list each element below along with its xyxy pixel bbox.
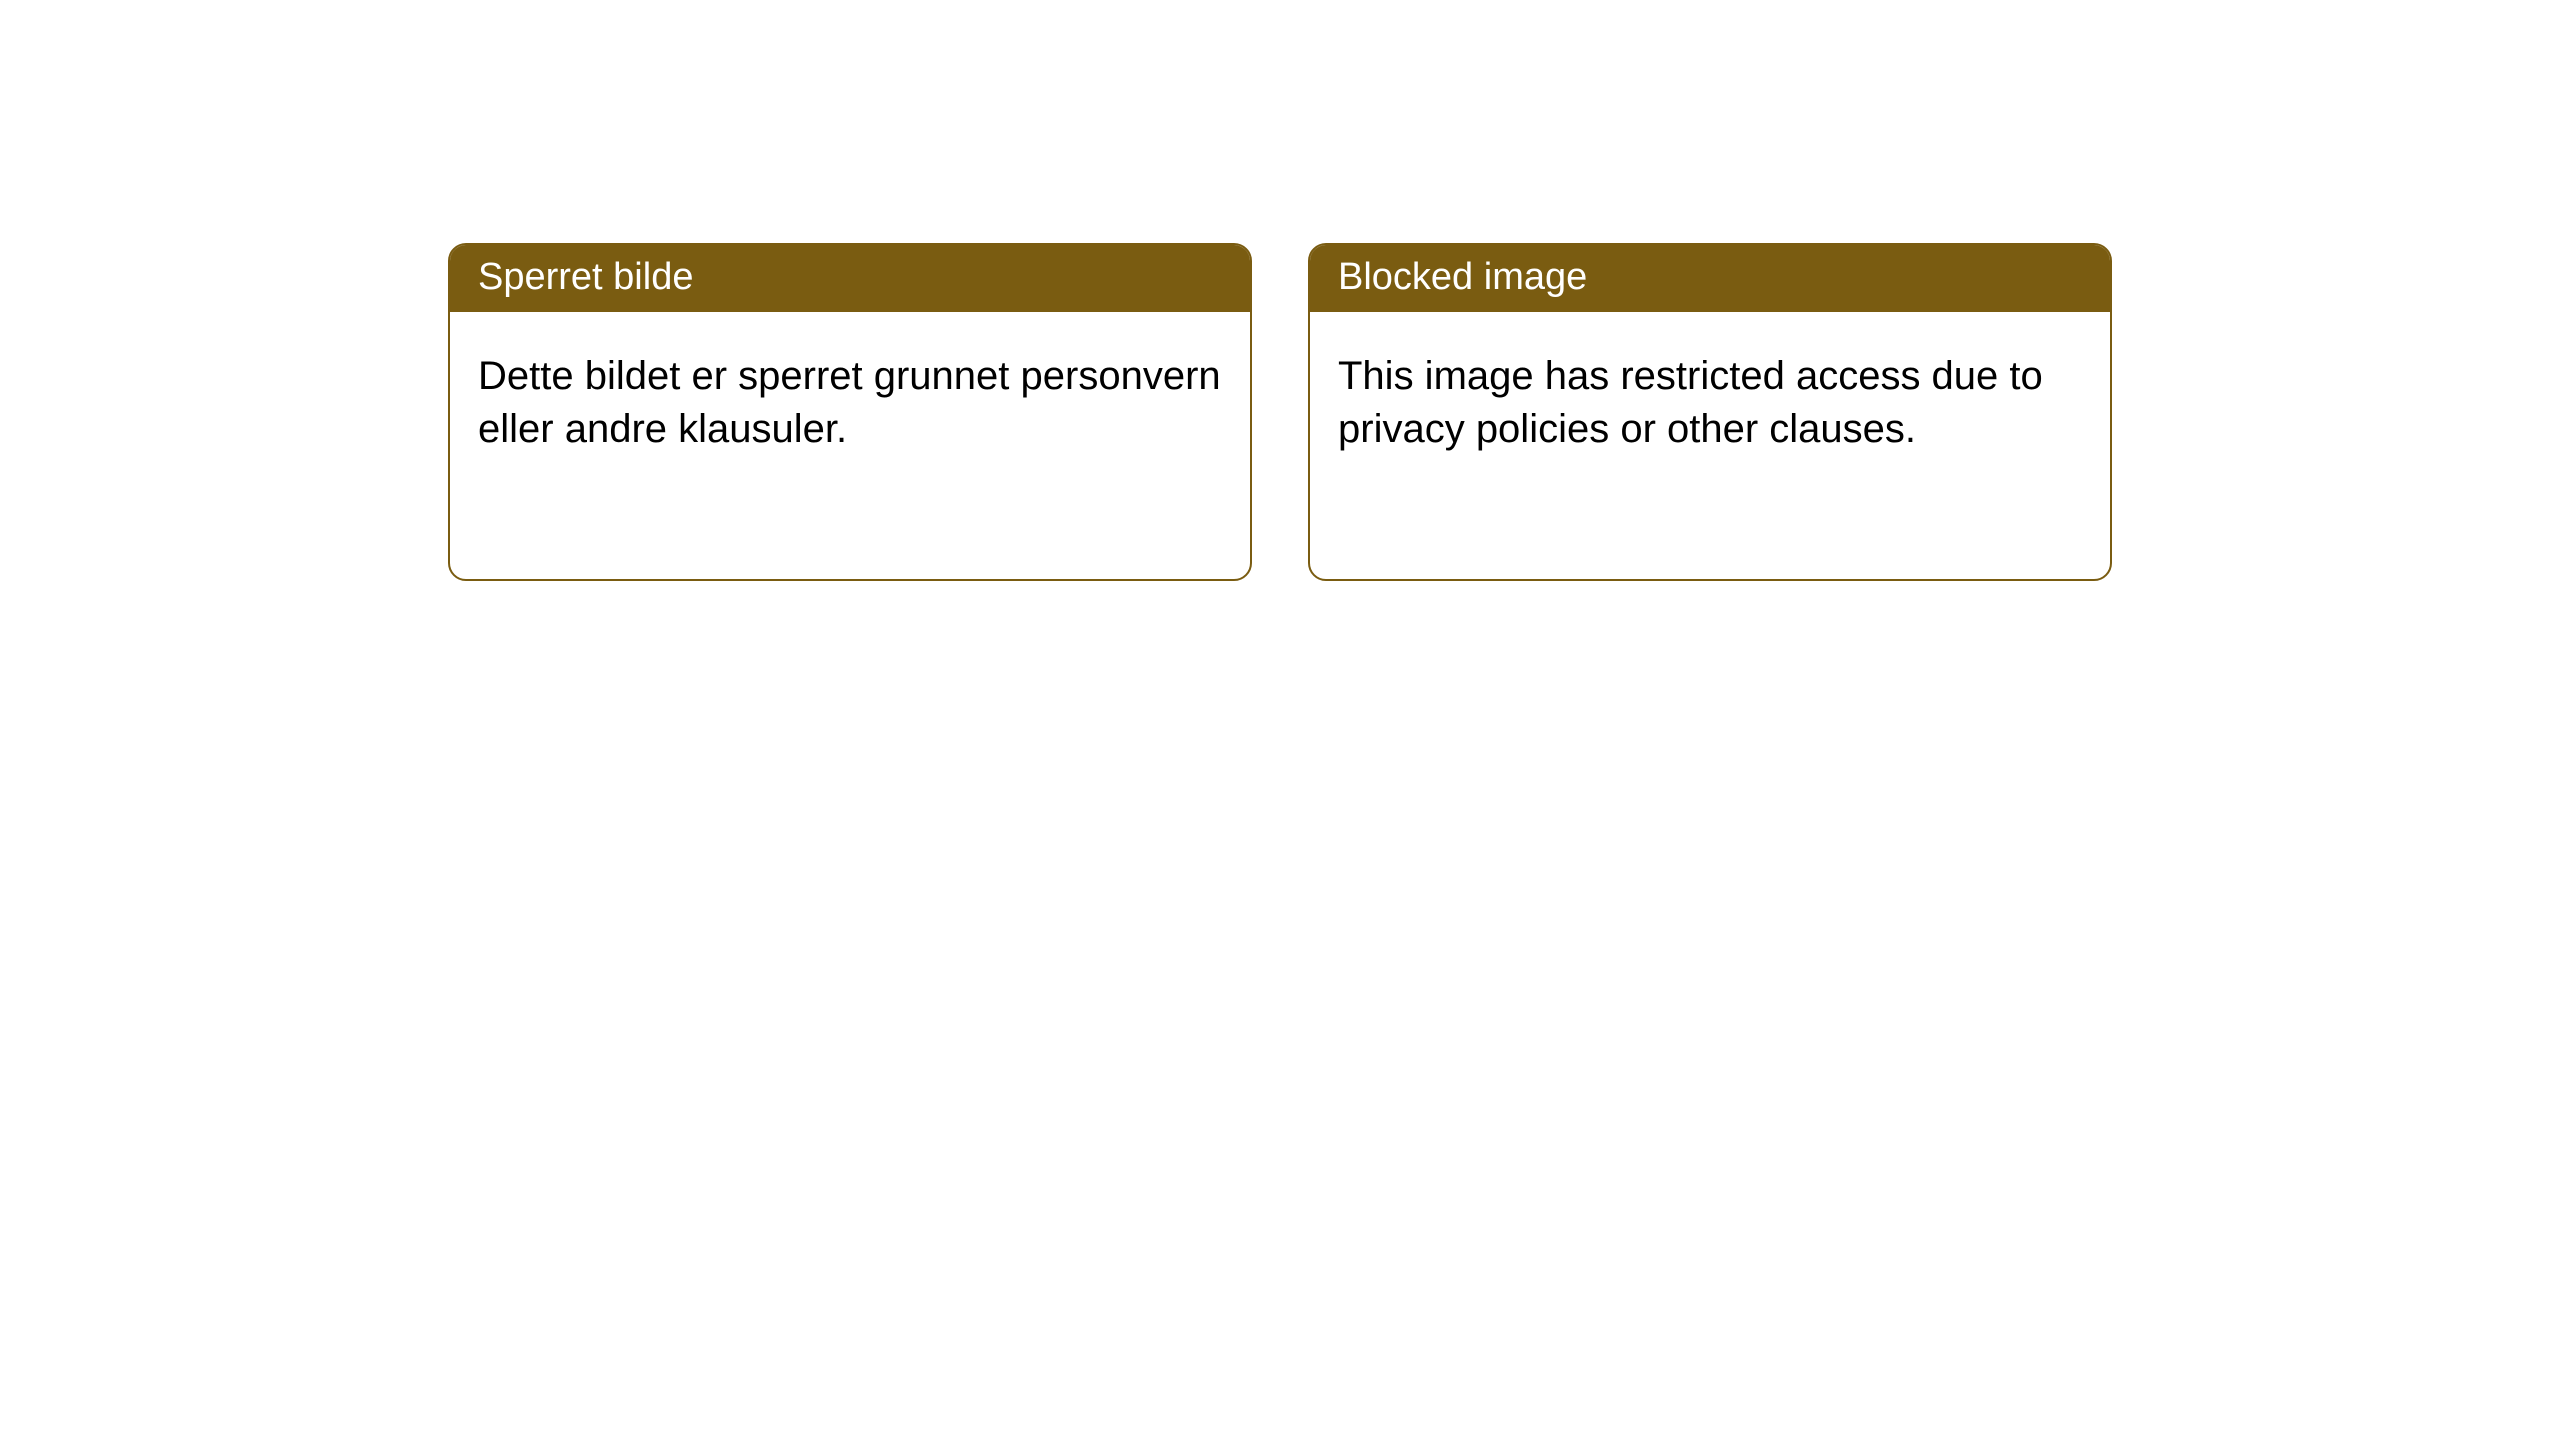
card-body: Dette bildet er sperret grunnet personve… [450, 312, 1250, 484]
notice-container: Sperret bilde Dette bildet er sperret gr… [0, 0, 2560, 581]
card-body: This image has restricted access due to … [1310, 312, 2110, 484]
blocked-image-card-en: Blocked image This image has restricted … [1308, 243, 2112, 581]
card-title: Sperret bilde [450, 245, 1250, 312]
blocked-image-card-no: Sperret bilde Dette bildet er sperret gr… [448, 243, 1252, 581]
card-title: Blocked image [1310, 245, 2110, 312]
